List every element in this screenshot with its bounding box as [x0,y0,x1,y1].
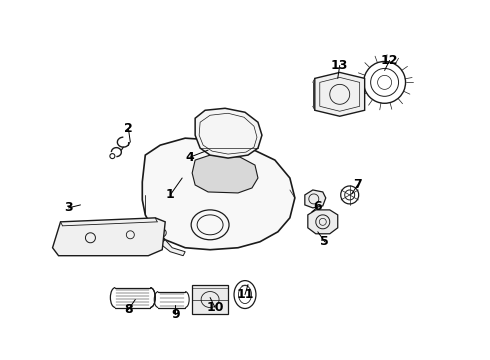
Text: 12: 12 [381,54,398,67]
Text: 4: 4 [186,150,195,163]
Text: 13: 13 [331,59,348,72]
Polygon shape [192,155,258,193]
Text: 1: 1 [166,188,174,202]
Text: 3: 3 [64,201,73,215]
Text: 9: 9 [171,308,179,321]
Polygon shape [195,108,262,158]
Text: 5: 5 [320,235,329,248]
Text: 2: 2 [124,122,133,135]
Polygon shape [192,285,228,315]
Polygon shape [142,138,295,250]
Text: 8: 8 [124,303,133,316]
Text: 7: 7 [353,179,362,192]
Polygon shape [308,210,338,234]
Polygon shape [315,72,365,116]
Text: 10: 10 [206,301,224,314]
Polygon shape [305,190,326,208]
Polygon shape [160,240,185,256]
Text: 11: 11 [236,288,254,301]
Text: 6: 6 [314,201,322,213]
Polygon shape [52,218,165,256]
